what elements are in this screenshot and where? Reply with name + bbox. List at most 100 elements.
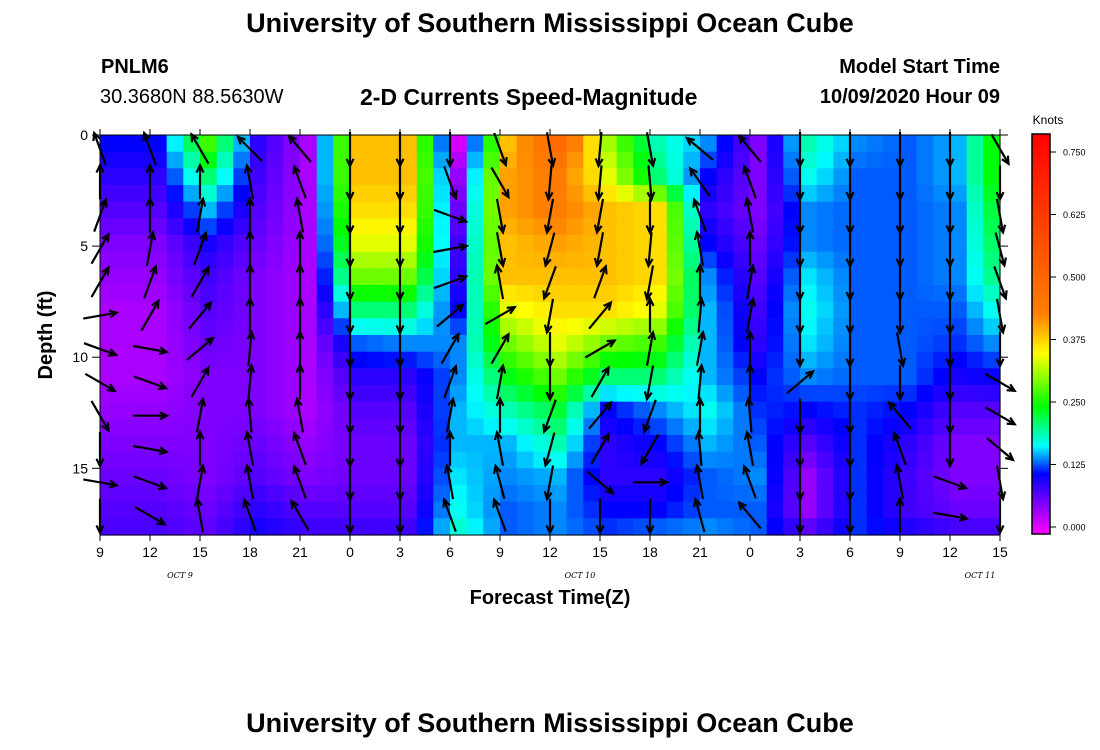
heatmap-cell [283,401,301,419]
heatmap-cell [283,418,301,436]
heatmap-cell [216,401,234,419]
heatmap-cell [933,201,951,219]
heatmap-cell [566,251,584,269]
heatmap-cell [333,201,351,219]
heatmap-cell [200,185,218,203]
heatmap-cell [916,485,934,503]
heatmap-cell [616,335,634,353]
heatmap-cell [866,201,884,219]
heatmap-cell [933,301,951,319]
heatmap-cell [966,318,984,336]
heatmap-cell [116,251,134,269]
heatmap-cell [316,268,334,286]
heatmap-cell [133,518,151,536]
heatmap-cell [916,151,934,169]
heatmap-cell [916,468,934,486]
heatmap-cell [566,351,584,369]
current-arrow [693,463,705,500]
heatmap-cell [733,335,751,353]
heatmap-cell [316,451,334,469]
heatmap-cell [950,185,968,203]
heatmap-cell [333,135,351,153]
heatmap-cell [250,285,268,303]
current-arrow [696,362,706,400]
heatmap-cell [650,301,668,319]
heatmap-cell [783,335,801,353]
heatmap-cell [233,201,251,219]
heatmap-cell [383,368,401,386]
heatmap-cell [783,135,801,153]
heatmap-cell [733,201,751,219]
heatmap-cell [466,135,484,153]
current-arrow [892,430,907,466]
heatmap-cell [333,468,351,486]
heatmap-cell [300,168,318,186]
current-arrow [433,274,469,290]
heatmap-cell [633,401,651,419]
heatmap-cell [450,501,468,519]
heatmap-cell [900,235,918,253]
heatmap-cell [933,218,951,236]
current-arrow [693,229,705,266]
current-arrow [244,396,254,433]
heatmap-cell [816,268,834,286]
heatmap-cell [700,451,718,469]
heatmap-cell [700,435,718,453]
heatmap-cell [950,451,968,469]
heatmap-cell [500,401,518,419]
heatmap-cell [883,235,901,253]
heatmap-cell [250,451,268,469]
heatmap-cell [433,251,451,269]
heatmap-cell [316,501,334,519]
heatmap-cell [283,268,301,286]
heatmap-cell [700,168,718,186]
current-arrow [490,332,510,365]
heatmap-cell [783,418,801,436]
heatmap-cell [116,201,134,219]
current-arrow [695,262,705,300]
heatmap-cell [566,435,584,453]
heatmap-cell [866,351,884,369]
heatmap-cell [766,201,784,219]
heatmap-cell [200,518,218,536]
current-arrow [134,506,167,526]
heatmap-cell [450,168,468,186]
current-arrow [133,444,170,456]
date-label: OCT 10 [565,571,596,580]
heatmap-cell [883,201,901,219]
heatmap-cell [733,301,751,319]
heatmap-cell [883,168,901,186]
heatmap-cell [416,168,434,186]
heatmap-cell [333,501,351,519]
heatmap-cell [483,235,501,253]
heatmap-cell [700,268,718,286]
current-arrow [445,132,455,169]
current-arrow [640,433,660,466]
heatmap-cell [650,351,668,369]
heatmap-cell [716,351,734,369]
heatmap-cell [216,368,234,386]
current-arrow [195,463,207,500]
x-tick-label: 0 [746,544,754,560]
heatmap-cell [233,468,251,486]
current-arrow [433,208,469,224]
heatmap-cell [350,401,368,419]
y-axis-label: Depth (ft) [35,291,57,380]
heatmap-cell [350,218,368,236]
heatmap-cell [900,385,918,403]
heatmap-cell [183,451,201,469]
heatmap-cell [966,468,984,486]
heatmap-cell [766,385,784,403]
heatmap-cell [900,318,918,336]
heatmap-cell [250,168,268,186]
heatmap-cell [200,218,218,236]
x-tick-label: 18 [642,544,658,560]
heatmap-cell [516,485,534,503]
heatmap-cell [666,468,684,486]
heatmap-cell [150,151,168,169]
heatmap-cell [650,385,668,403]
heatmap-cell [183,368,201,386]
heatmap-cell [600,418,618,436]
heatmap-cell [366,235,384,253]
heatmap-cell [316,435,334,453]
